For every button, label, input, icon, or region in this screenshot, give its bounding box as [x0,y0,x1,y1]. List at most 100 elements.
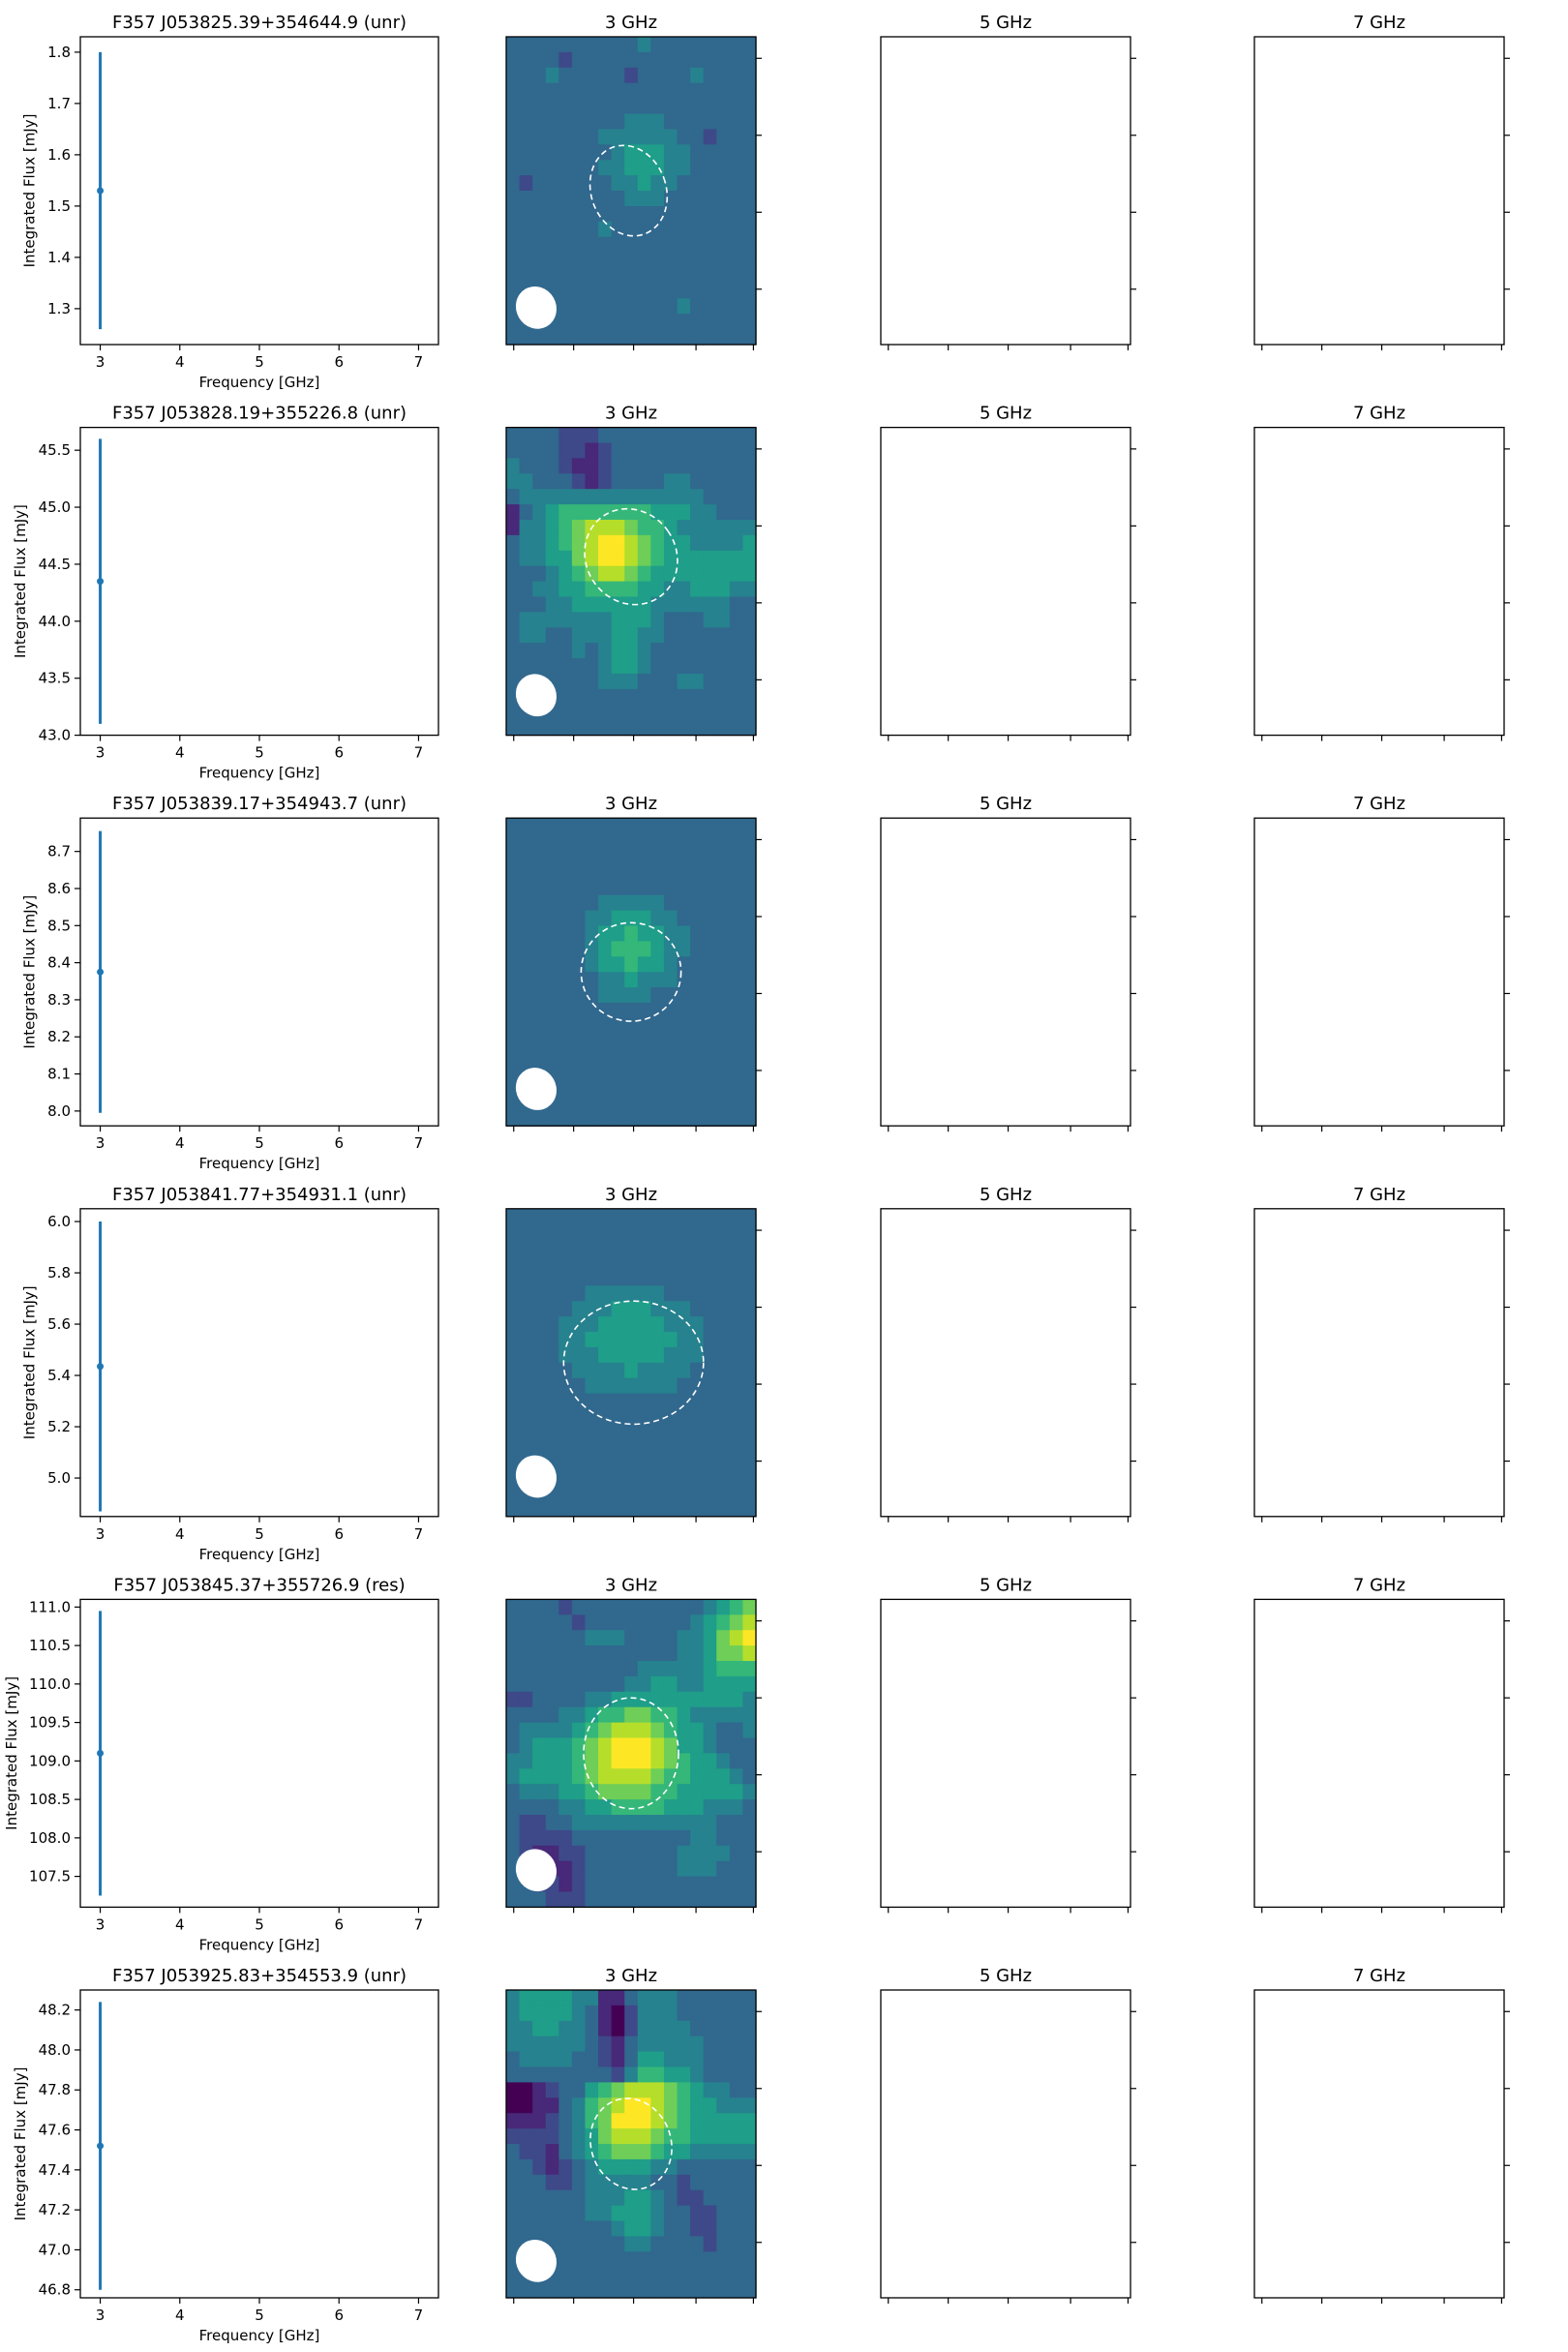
image-pixel [571,688,587,706]
image-pixel [558,442,573,459]
image-pixel [585,1393,599,1410]
image-pixel [637,956,651,973]
image-pixel [611,236,625,254]
image-pixel [558,2189,573,2207]
image-pixel [703,658,717,675]
y-tick-label: 8.5 [47,917,71,934]
image-pixel [571,833,587,850]
image-pixel [624,1990,639,2006]
image-pixel [729,314,744,330]
image-pixel [650,1722,665,1739]
image-pixel [585,1990,599,2006]
image-pixel [637,910,651,927]
image-pixel [532,144,547,161]
image-pixel [558,2205,573,2222]
image-pixel [598,719,613,737]
image-pixel [545,458,559,474]
image-pixel [585,1110,599,1127]
image-pixel [545,1316,559,1333]
image-pixel [624,2236,639,2252]
image-pixel [571,925,587,942]
image-pixel [703,2189,717,2207]
image-pixel [742,236,757,254]
image-pixel [598,987,613,1004]
spectrum-panel: F357 J053828.19+355226.8 (unr)3 4 5 6 743.04… [12,404,439,782]
image-pixel [742,1285,757,1302]
image-pixel [611,818,625,834]
image-pixel [690,1661,705,1677]
image-pixel [624,1630,639,1646]
image-pixel [650,1254,665,1271]
image-pixel [545,2020,559,2037]
image-pixel [558,1722,573,1739]
image-pixel [716,612,731,628]
cutout-title: 5 GHz [980,794,1032,814]
image-pixel [585,956,599,973]
image-pixel [571,1003,587,1019]
image-pixel [519,1815,533,1831]
image-pixel [532,612,547,628]
cutout-title: 3 GHz [605,1966,657,1986]
image-pixel [585,879,599,896]
image-pixel [571,504,587,521]
image-pixel [558,2051,573,2068]
image-pixel [690,894,705,912]
image-pixel [506,2066,521,2083]
image-pixel [611,833,625,850]
image-pixel [703,2005,717,2022]
image-pixel [677,82,691,100]
image-pixel [611,1239,625,1256]
image-pixel [506,658,521,675]
image-pixel [624,1095,639,1111]
image-pixel [716,1110,731,1127]
image-pixel [624,1599,639,1615]
image-pixel [690,1455,705,1471]
image-pixel [571,550,587,567]
image-pixel [637,520,651,536]
image-pixel [742,1784,757,1800]
image-pixel [558,1470,573,1487]
image-pixel [690,1500,705,1518]
image-pixel [558,1845,573,1862]
image-pixel [650,1455,665,1471]
image-pixel [742,1630,757,1646]
image-pixel [677,1239,691,1256]
image-pixel [506,565,521,583]
y-tick-label: 108.5 [29,1791,71,1808]
image-pixel [677,581,691,598]
image-pixel [506,2035,521,2053]
image-pixel [598,2282,613,2299]
image-pixel [650,627,665,644]
image-pixel [729,236,744,254]
image-pixel [716,2251,731,2268]
image-pixel [532,1048,547,1066]
image-pixel [716,688,731,706]
image-pixel [598,1876,613,1893]
image-pixel [677,267,691,284]
image-pixel [650,175,665,192]
image-pixel [532,643,547,659]
image-pixel [506,1614,521,1631]
y-tick-label: 5.0 [47,1469,71,1487]
image-pixel [742,612,757,628]
image-pixel [650,1500,665,1518]
image-pixel [585,314,599,330]
image-pixel [637,2005,651,2022]
image-pixel [506,2205,521,2222]
image-pixel [703,98,717,115]
cutout-panel: 3 GHz [505,13,762,350]
image-pixel [677,1860,691,1878]
image-pixel [742,1408,757,1425]
image-pixel [611,191,625,207]
image-pixel [545,2189,559,2207]
image-pixel [571,1753,587,1769]
image-pixel [650,2144,665,2160]
cutout-frame [1253,817,1505,1127]
image-pixel [690,520,705,536]
image-pixel [506,719,521,737]
image-pixel [729,1285,744,1302]
image-pixel [532,2174,547,2191]
image-pixel [585,51,599,69]
image-pixel [571,879,587,896]
image-pixel [690,833,705,850]
